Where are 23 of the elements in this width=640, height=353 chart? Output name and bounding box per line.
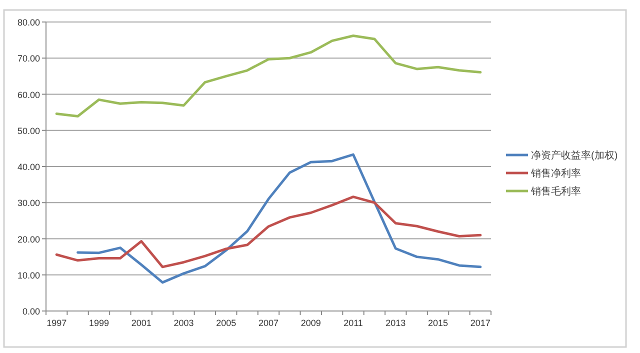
x-tick-label: 2003	[174, 318, 194, 328]
legend-label: 净资产收益率(加权)	[531, 150, 618, 162]
y-tick-label: 10.00	[17, 270, 40, 280]
legend-label: 销售净利率	[530, 168, 581, 180]
y-tick-label: 40.00	[17, 162, 40, 172]
legend-label: 销售毛利率	[530, 186, 581, 198]
y-tick-label: 80.00	[17, 18, 40, 28]
y-tick-label: 60.00	[17, 90, 40, 100]
x-tick-label: 2001	[131, 318, 152, 328]
x-tick-label: 2011	[344, 318, 363, 328]
x-tick-label: 2015	[428, 318, 448, 328]
x-tick-label: 2013	[386, 318, 406, 328]
y-tick-label: 50.00	[17, 126, 40, 136]
y-tick-label: 70.00	[17, 54, 40, 64]
x-tick-label: 2007	[258, 318, 279, 328]
y-tick-label: 30.00	[17, 198, 40, 208]
y-tick-label: 20.00	[17, 234, 40, 244]
x-tick-label: 2009	[300, 318, 321, 328]
x-tick-label: 1997	[46, 318, 67, 328]
x-tick-label: 1999	[88, 318, 109, 328]
x-tick-label: 2017	[470, 318, 490, 328]
y-tick-label: 0.00	[22, 306, 40, 316]
x-tick-label: 2005	[216, 318, 236, 328]
